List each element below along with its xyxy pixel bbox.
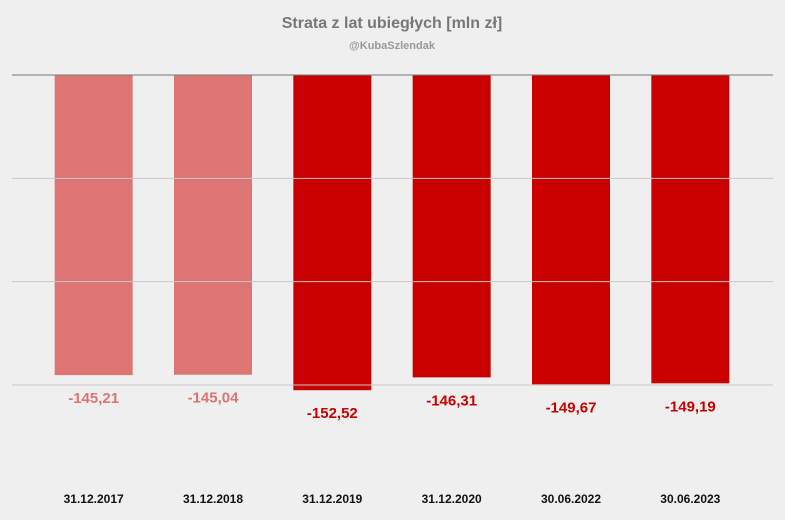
chart-title: Strata z lat ubiegłych [mln zł] xyxy=(282,15,502,32)
data-label: -149,19 xyxy=(665,398,716,415)
data-label: -152,52 xyxy=(307,405,358,422)
bar xyxy=(174,75,252,375)
bar xyxy=(412,75,491,378)
data-label: -149,67 xyxy=(546,399,597,416)
x-tick-label: 31.12.2020 xyxy=(422,492,482,506)
bar xyxy=(54,75,133,376)
bar xyxy=(293,75,372,391)
x-tick-label: 30.06.2023 xyxy=(660,492,720,506)
bar xyxy=(532,75,610,385)
data-label: -145,21 xyxy=(68,390,119,407)
x-tick-label: 30.06.2022 xyxy=(541,492,601,506)
x-tick-label: 31.12.2018 xyxy=(183,492,243,506)
bar xyxy=(651,75,730,384)
chart-subtitle: @KubaSzlendak xyxy=(349,40,436,52)
data-label: -146,31 xyxy=(426,392,477,409)
data-label: -145,04 xyxy=(188,390,240,407)
x-tick-label: 31.12.2019 xyxy=(302,492,362,506)
x-tick-label: 31.12.2017 xyxy=(64,492,124,506)
